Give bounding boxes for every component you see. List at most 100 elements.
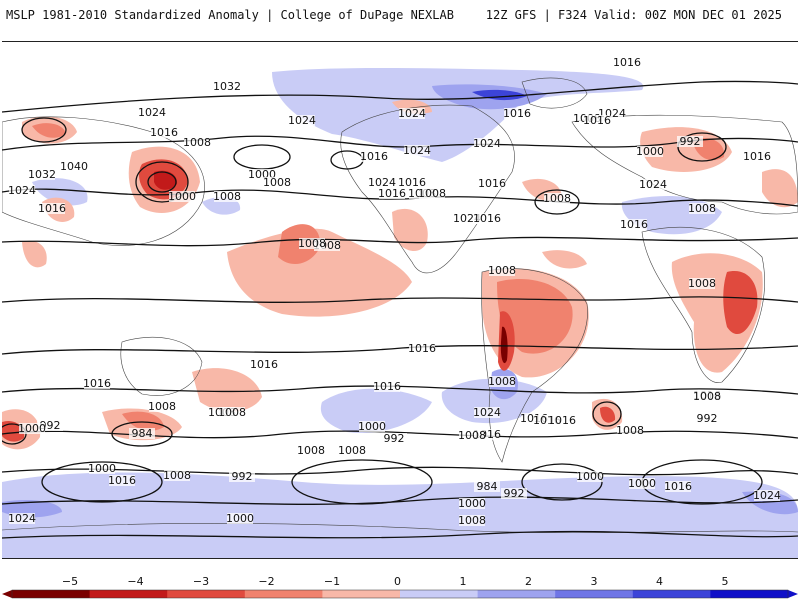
isobar-label: 1032 bbox=[28, 168, 56, 181]
isobar-label-bg bbox=[361, 151, 387, 162]
isobar-label: 1016 bbox=[83, 377, 111, 390]
greenland-outline bbox=[521, 77, 588, 109]
isobar-label: 1016 bbox=[373, 380, 401, 393]
isobar-label-bg bbox=[251, 359, 277, 370]
isobar-label-bg bbox=[474, 138, 500, 149]
isobar-label-bg bbox=[689, 203, 715, 214]
anomaly-color-legend: −5 −4 −3 −2 −1 0 1 2 3 4 5 bbox=[0, 572, 800, 600]
isobar-label: 1016 bbox=[583, 114, 611, 127]
anomaly-area bbox=[500, 326, 508, 364]
legend-tick-label: −5 bbox=[62, 575, 78, 588]
isobar-label-bg bbox=[298, 445, 324, 456]
legend-color-segment bbox=[244, 590, 323, 598]
isobar-label: 1008 bbox=[693, 390, 721, 403]
isobar-label: 1016 bbox=[548, 414, 576, 427]
isobar-label-bg bbox=[379, 188, 405, 199]
isobar-label-bg bbox=[474, 407, 500, 418]
isobar-label: 1000 bbox=[168, 190, 196, 203]
isobar-label-bg bbox=[9, 185, 35, 196]
legend-color-segment bbox=[710, 590, 789, 598]
anomaly-area bbox=[192, 368, 262, 412]
isobar-label-bg bbox=[544, 193, 570, 204]
isobar-label: 992 bbox=[680, 135, 701, 148]
isobar-label: 992 bbox=[384, 432, 405, 445]
isobar-closed-high bbox=[330, 150, 364, 170]
isobar-label-bg bbox=[479, 178, 505, 189]
anomaly-area bbox=[32, 123, 66, 138]
isobar-label: 1024 bbox=[368, 176, 396, 189]
isobar-label-bg bbox=[677, 136, 703, 147]
isobar-label-bg bbox=[577, 471, 603, 482]
isobar-label: 1016 bbox=[250, 358, 278, 371]
legend-color-segment bbox=[632, 590, 711, 598]
isobar-label-bg bbox=[61, 161, 87, 172]
isobar-label-bg bbox=[229, 471, 255, 482]
isobar-label: 1016 bbox=[378, 187, 406, 200]
isobar-label: 1000 bbox=[88, 462, 116, 475]
isobar-label-bg bbox=[129, 428, 155, 439]
isobar-label-bg bbox=[419, 188, 445, 199]
header-bar: MSLP 1981-2010 Standardized Anomaly | Co… bbox=[0, 0, 800, 32]
isobar-label: 1024 bbox=[473, 406, 501, 419]
isobar-label: 1008 bbox=[488, 375, 516, 388]
isobar-label: 992 bbox=[697, 412, 718, 425]
isobar-label: 1024 bbox=[473, 137, 501, 150]
legend-tick-label: 1 bbox=[460, 575, 467, 588]
isobar-label-bg bbox=[214, 81, 240, 92]
anomaly-area bbox=[227, 228, 412, 317]
mslp-anomaly-map: 1032 1024 1016 1008 1040 1032 1024 1016 1000 1008… bbox=[2, 41, 798, 559]
legend-tick-label: −3 bbox=[193, 575, 209, 588]
isobar-label-bg bbox=[474, 213, 500, 224]
isobar-label-bg bbox=[374, 381, 400, 392]
isobar-label-bg bbox=[629, 478, 655, 489]
isobar-label: 1008 bbox=[298, 237, 326, 250]
isobar-label: 1000 bbox=[458, 497, 486, 510]
isobar-label-bg bbox=[369, 177, 395, 188]
legend-color-segment bbox=[89, 590, 168, 598]
isobar-label-bg bbox=[640, 179, 666, 190]
isobar-label-bg bbox=[637, 146, 663, 157]
isobar-closed-low bbox=[21, 117, 67, 143]
isobar-closed-high bbox=[41, 461, 163, 503]
isobar-line bbox=[2, 296, 798, 303]
isobar-label: 1016 bbox=[360, 150, 388, 163]
isobar-label: 1016 bbox=[150, 126, 178, 139]
isobar-label-bg bbox=[299, 238, 325, 249]
isobar-label: 1024 bbox=[138, 106, 166, 119]
north-america-outline bbox=[340, 104, 515, 274]
isobar-label-bg bbox=[37, 420, 63, 431]
isobar-label: 1008 bbox=[338, 444, 366, 457]
legend-min-arrow bbox=[2, 590, 12, 598]
isobar-label-bg bbox=[214, 191, 240, 202]
isobar-label-bg bbox=[694, 413, 720, 424]
legend-max-arrow bbox=[788, 590, 798, 598]
australia-outline bbox=[120, 336, 203, 396]
isobar-label: 1016 bbox=[398, 176, 426, 189]
isobar-label-bg bbox=[584, 115, 610, 126]
isobar-label: 1016 bbox=[473, 212, 501, 225]
isobar-label: 1016 bbox=[38, 202, 66, 215]
isobar-label-bg bbox=[501, 488, 527, 499]
isobar-label-bg bbox=[289, 115, 315, 126]
isobar-label: 1008 bbox=[616, 424, 644, 437]
isobar-label: 1016 bbox=[613, 56, 641, 69]
isobar-label-bg bbox=[454, 213, 480, 224]
isobar-label-bg bbox=[109, 475, 135, 486]
anomaly-area bbox=[762, 169, 798, 208]
isobar-label-bg bbox=[459, 430, 485, 441]
isobar-label-bg bbox=[504, 108, 530, 119]
isobar-label: 1024 bbox=[8, 512, 36, 525]
isobar-label: 1032 bbox=[213, 80, 241, 93]
isobar-label-bg bbox=[617, 425, 643, 436]
isobar-label-bg bbox=[139, 107, 165, 118]
isobar-label-bg bbox=[184, 137, 210, 148]
isobar-label: 1008 bbox=[218, 406, 246, 419]
isobar-label-bg bbox=[249, 169, 275, 180]
isobar-label-bg bbox=[621, 219, 647, 230]
isobar-label-bg bbox=[339, 445, 365, 456]
isobar-label: 1000 bbox=[18, 422, 46, 435]
legend-tick-label: −4 bbox=[127, 575, 143, 588]
isobar-label: 984 bbox=[477, 480, 498, 493]
isobar-line bbox=[2, 345, 798, 355]
isobar-label: 1000 bbox=[358, 420, 386, 433]
